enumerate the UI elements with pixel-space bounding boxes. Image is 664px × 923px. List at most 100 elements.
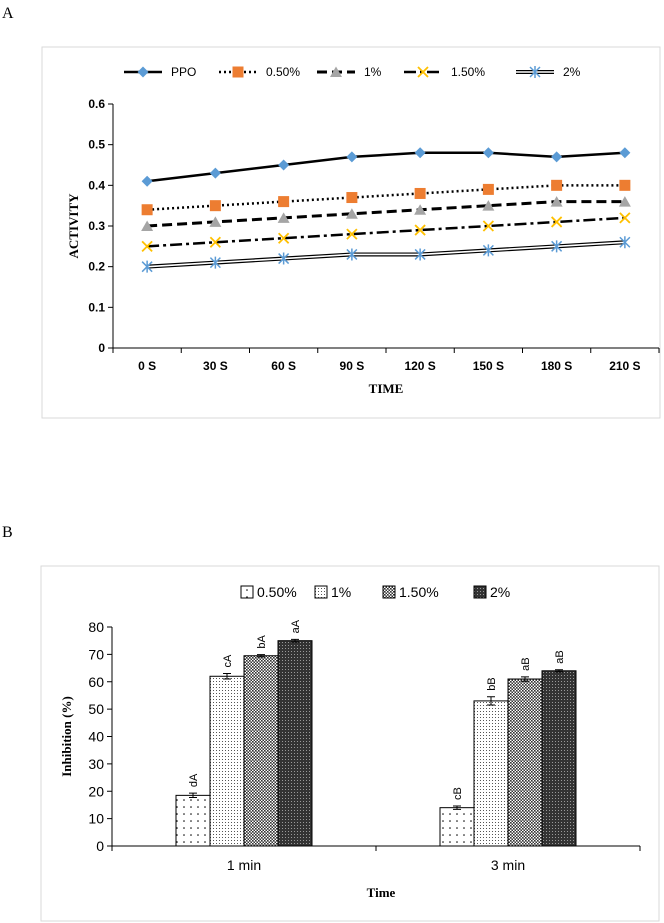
- chart-a-series-line: [147, 200, 625, 228]
- chart-b-legend-item: 1.50%: [382, 584, 439, 600]
- chart-a-point: [277, 212, 290, 223]
- chart-b-y-tick-label: 60: [88, 674, 104, 690]
- chart-a: PPO 0.50% 1% 1.50% 2% 0 0.1 0.2 0.3 0.4 0.5 0.6 0 S…: [66, 65, 660, 396]
- chart-b-bar: [243, 655, 279, 847]
- chart-a-point: [619, 179, 631, 191]
- chart-a-point-shape: [414, 147, 426, 159]
- chart-b-bar: [209, 675, 245, 847]
- chart-a-point-shape: [618, 196, 631, 207]
- chart-a-point: [141, 220, 154, 231]
- chart-a-point-shape: [550, 196, 563, 207]
- chart-a-point-shape: [278, 252, 290, 265]
- chart-a-point: [482, 200, 495, 211]
- chart-a-point-shape: [619, 236, 631, 249]
- chart-b-error-bar: [257, 654, 265, 658]
- chart-b-legend-label: 1.50%: [399, 584, 439, 600]
- chart-a-point: [141, 260, 153, 273]
- chart-a-point: [346, 151, 358, 163]
- chart-a-x-axis-title: TIME: [369, 381, 404, 396]
- chart-a-point: [141, 240, 153, 252]
- chart-b-bars: dA cA bA aA cB bB aB aB: [175, 619, 577, 847]
- chart-b-error-bar: [521, 676, 529, 682]
- chart-a-point-shape: [482, 244, 494, 257]
- chart-a-point: [414, 147, 426, 159]
- chart-a-series-2: [141, 196, 631, 231]
- chart-b-legend-swatch: [382, 585, 396, 599]
- chart-a-legend-item: 1.50%: [404, 65, 485, 79]
- chart-a-point: [414, 224, 426, 236]
- chart-a-point-shape: [141, 204, 153, 216]
- chart-a-legend-item: 1%: [317, 65, 382, 79]
- chart-b-legend-swatch: [473, 585, 487, 599]
- chart-a-y-tick-label: 0.3: [88, 219, 105, 233]
- chart-a-y-tick-label: 0: [98, 341, 105, 355]
- chart-a-series-0: [141, 147, 631, 187]
- chart-a-point-shape: [209, 236, 222, 248]
- chart-b-bar: [507, 678, 543, 847]
- chart-b-error-bar: [291, 638, 299, 643]
- chart-a-point-shape: [277, 212, 290, 223]
- chart-a-point-shape: [346, 248, 358, 261]
- chart-b-y-tick-label: 30: [88, 756, 104, 772]
- chart-b-bar: [439, 807, 475, 847]
- chart-a-point: [482, 183, 494, 195]
- chart-a-point: [482, 147, 494, 159]
- chart-a-point: [278, 159, 290, 171]
- chart-a-point-shape: [346, 151, 358, 163]
- chart-a-legend-marker-shape: [417, 66, 429, 78]
- chart-a-legend-marker-shape: [232, 66, 244, 78]
- chart-a-x-tick-label: 180 S: [541, 359, 572, 373]
- chart-a-x-tick-label: 30 S: [203, 359, 228, 373]
- chart-a-point: [209, 200, 221, 212]
- chart-a-point-shape: [345, 208, 358, 219]
- chart-a-y-tick-label: 0.2: [88, 260, 105, 274]
- chart-a-series-line: [147, 216, 625, 248]
- chart-a-point: [209, 236, 222, 248]
- chart-b-x-tick-label: 3 min: [491, 857, 525, 873]
- chart-a-y-tick-label: 0.1: [88, 300, 105, 314]
- chart-b-data-label: aB: [520, 657, 532, 670]
- chart-a-legend-item: 0.50%: [219, 65, 300, 79]
- chart-a-point-shape: [414, 187, 426, 199]
- chart-a-point-shape: [209, 256, 221, 269]
- chart-a-series-line: [146, 151, 625, 183]
- chart-b-data-label: aB: [554, 650, 566, 663]
- chart-a-series-3: [141, 212, 631, 252]
- chart-a-legend-marker: [330, 66, 342, 77]
- chart-b-legend-swatch: [314, 585, 328, 599]
- chart-a-x-tick-label: 120 S: [404, 359, 435, 373]
- chart-a-point-shape: [209, 167, 221, 179]
- chart-b-data-label: bB: [486, 677, 498, 690]
- chart-a-series-4: [141, 236, 631, 273]
- chart-a-legend-marker: [137, 66, 149, 78]
- chart-a-point: [141, 204, 153, 216]
- chart-a-point: [346, 192, 358, 204]
- chart-a-x-tick-label: 90 S: [340, 359, 365, 373]
- chart-b-error-bar: [453, 805, 461, 810]
- chart-a-legend-item: PPO: [124, 65, 196, 79]
- chart-a-point: [551, 151, 563, 163]
- chart-b-y-tick-label: 10: [88, 811, 104, 827]
- chart-a-point: [551, 240, 563, 253]
- chart-a-point-shape: [414, 224, 426, 236]
- chart-a-x-tick-label: 210 S: [609, 359, 640, 373]
- chart-a-point: [209, 167, 221, 179]
- chart-a-point: [277, 232, 290, 244]
- chart-a-point: [414, 187, 426, 199]
- chart-a-legend-label: PPO: [171, 65, 196, 79]
- chart-a-point: [482, 244, 494, 257]
- panel-a-label: A: [2, 5, 14, 22]
- chart-a-point: [414, 204, 427, 215]
- chart-a-point-shape: [482, 200, 495, 211]
- chart-b-data-label: cA: [222, 654, 234, 668]
- chart-b-legend: 0.50% 1% 1.50% 2%: [240, 584, 510, 600]
- chart-b-y-tick-label: 20: [88, 783, 104, 799]
- chart-a-point: [278, 196, 290, 208]
- chart-b-y-tick-label: 80: [88, 619, 104, 635]
- chart-a-point: [550, 196, 563, 207]
- chart-a-x-tick-label: 150 S: [473, 359, 504, 373]
- chart-a-point: [414, 248, 426, 261]
- chart-b-bar: [541, 670, 577, 847]
- chart-b-bar: [175, 794, 211, 847]
- chart-a-point-shape: [346, 192, 358, 204]
